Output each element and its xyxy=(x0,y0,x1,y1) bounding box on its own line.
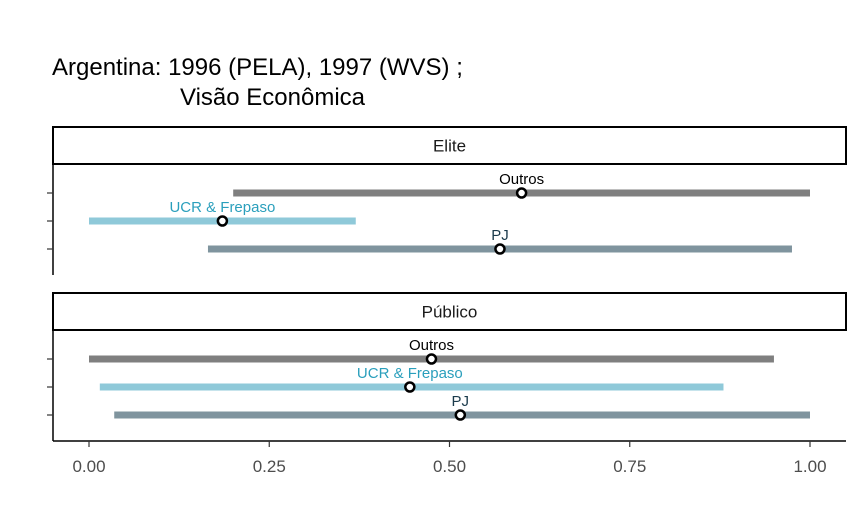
x-tick-label-3: 0.75 xyxy=(613,457,646,476)
x-tick-label-4: 1.00 xyxy=(793,457,826,476)
point-pblico-outros xyxy=(425,353,438,365)
point-elite-ucr-frepaso xyxy=(216,215,229,227)
facet-label-pblico: Público xyxy=(422,303,478,322)
facet-label-elite: Elite xyxy=(433,137,466,156)
facet-strip-elite xyxy=(52,126,847,165)
x-tick-label-0: 0.00 xyxy=(72,457,105,476)
point-label-elite-outros: Outros xyxy=(499,171,544,188)
point-label-elite-ucr-frepaso: UCR & Frepaso xyxy=(169,199,275,216)
x-tick-label-1: 0.25 xyxy=(253,457,286,476)
facet-strip-pblico xyxy=(52,292,847,331)
point-label-elite-pj: PJ xyxy=(491,227,509,244)
point-label-pblico-outros: Outros xyxy=(409,337,454,354)
chart-title-line1: Argentina: 1996 (PELA), 1997 (WVS) ; xyxy=(52,54,463,81)
point-pblico-ucr-frepaso xyxy=(404,381,416,393)
point-label-pblico-ucr-frepaso: UCR & Frepaso xyxy=(357,365,463,382)
x-tick-label-2: 0.50 xyxy=(433,457,466,476)
point-elite-outros xyxy=(515,187,528,199)
point-label-pblico-pj: PJ xyxy=(452,393,470,410)
chart-title-line2: Visão Econômica xyxy=(180,84,365,111)
point-elite-pj xyxy=(494,243,506,255)
point-pblico-pj xyxy=(454,409,467,421)
